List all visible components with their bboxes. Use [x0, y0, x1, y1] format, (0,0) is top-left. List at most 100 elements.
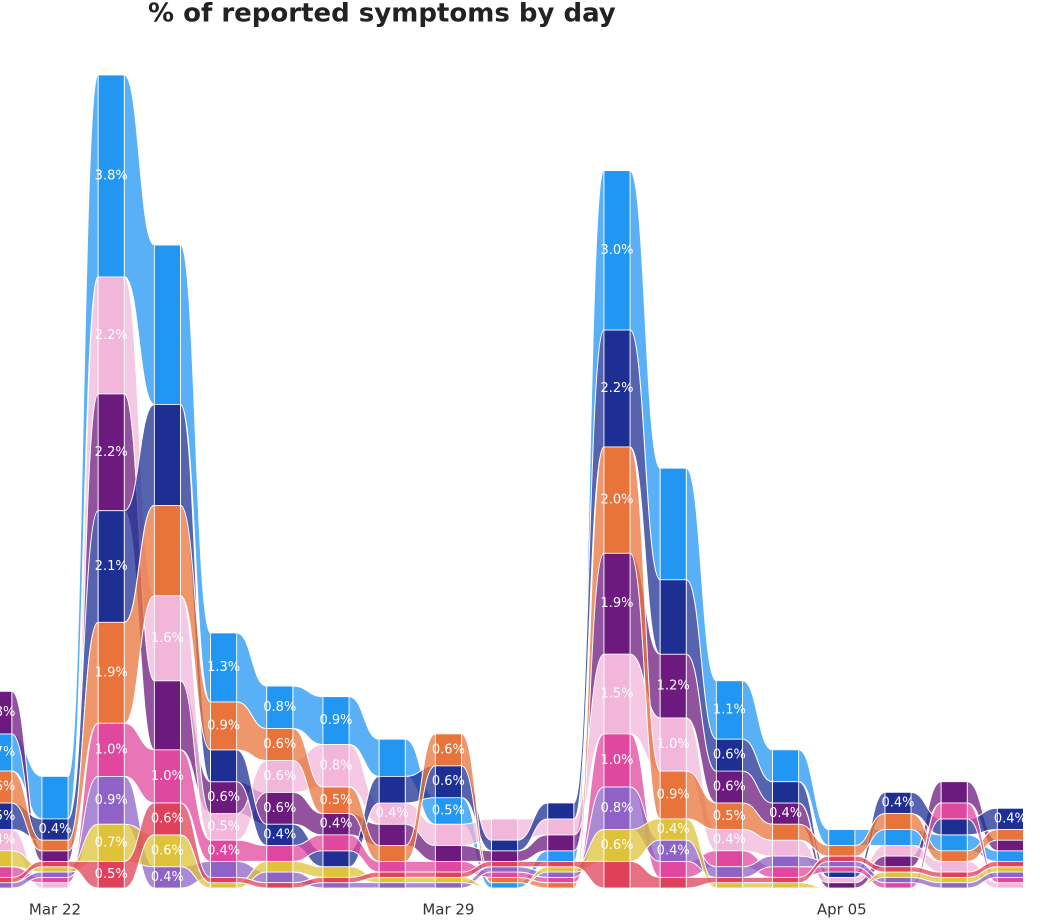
bar-segment [0, 733, 13, 772]
bar-segment [828, 876, 856, 884]
data-label: 0.9% [657, 788, 690, 803]
x-tick-label: Mar 29 [422, 901, 474, 919]
bar-segment [547, 866, 575, 873]
bar-segment [322, 876, 350, 884]
bar-segment [997, 882, 1024, 889]
bar-segment [940, 781, 968, 804]
data-label: 0.8% [263, 700, 296, 715]
bar-segment [997, 876, 1024, 884]
bar-segment [828, 845, 856, 857]
data-label: 0.6% [263, 737, 296, 752]
bar-segment [997, 871, 1024, 878]
bar-segment [603, 170, 631, 331]
data-label: 1.9% [95, 665, 128, 680]
chart-title: % of reported symptoms by day [148, 0, 616, 29]
data-label: 0.4% [713, 833, 746, 848]
bar-segment [884, 845, 912, 857]
bar-segment [434, 733, 462, 767]
bar-segment [940, 861, 968, 873]
data-label: 0.4% [207, 843, 240, 858]
bar-segment [378, 861, 406, 873]
data-label: 1.0% [657, 737, 690, 752]
bar-segment [997, 839, 1024, 852]
data-label: 0.6% [713, 748, 746, 763]
bar-segment [603, 786, 631, 830]
bar-segment [266, 760, 294, 793]
bar-segment [378, 876, 406, 884]
bar-segment [940, 834, 968, 852]
data-label: 2.0% [600, 493, 633, 508]
data-label: 0.8% [319, 758, 352, 773]
data-label: 1.0% [95, 742, 128, 757]
bar-segment [41, 850, 69, 862]
bar-segment [940, 882, 968, 889]
bar-segment [828, 861, 856, 868]
bar-segment [491, 861, 519, 868]
bar-segment [210, 701, 238, 751]
bar-segment [153, 680, 181, 751]
bar-segment [547, 876, 575, 884]
bar-segment [210, 813, 238, 841]
bar-segment [97, 621, 125, 724]
data-label: 2.1% [95, 559, 128, 574]
ribbons [11, 74, 998, 889]
data-label: 1.1% [713, 702, 746, 717]
bar-segment [491, 839, 519, 852]
bar-segment [884, 876, 912, 884]
x-tick-label: Apr 05 [817, 901, 867, 919]
data-label: 2.2% [95, 445, 128, 460]
data-label: 0.4% [657, 822, 690, 837]
bar-segment [153, 244, 181, 405]
ribbon [348, 882, 380, 889]
bar-segment [828, 829, 856, 846]
bar-segment [97, 823, 125, 862]
data-label: 2.2% [600, 381, 633, 396]
data-label: 3.8% [95, 168, 128, 183]
bar-segment [659, 876, 687, 889]
bar-segment [940, 871, 968, 878]
bar-segment [97, 776, 125, 825]
bar-segment [716, 738, 743, 772]
bar-segment [153, 749, 181, 804]
data-label: 0.5% [432, 803, 465, 818]
bar-segment [716, 802, 743, 830]
data-label: 0.6% [151, 843, 184, 858]
bar-segment [97, 276, 125, 395]
bar-segment [547, 834, 575, 852]
bar-segment [884, 882, 912, 889]
data-label: 1.2% [657, 679, 690, 694]
data-label: 1.5% [600, 687, 633, 702]
bar-segment [210, 781, 238, 815]
bar-segment [940, 876, 968, 884]
bar-segment [266, 685, 294, 729]
bar-segment [434, 861, 462, 873]
bar-segment [547, 818, 575, 836]
bar-segment [772, 839, 799, 857]
data-label: 0.6% [207, 790, 240, 805]
bar-segment [940, 818, 968, 836]
bar-segment [97, 510, 125, 623]
bar-segment [322, 850, 350, 868]
bar-segment [772, 876, 799, 884]
bar-segment [940, 850, 968, 862]
bar-segment [772, 823, 799, 841]
bar-segment [322, 866, 350, 878]
data-label: 3.0% [600, 243, 633, 258]
data-label: 0.4% [151, 870, 184, 885]
bar-segment [547, 861, 575, 868]
data-label: 1.3% [207, 660, 240, 675]
bar-segment [0, 876, 13, 884]
data-label: 0.6% [432, 742, 465, 757]
bar-segment [153, 834, 181, 868]
bar-segment [659, 861, 687, 878]
data-label: 0.4% [319, 817, 352, 832]
bar-segment [0, 850, 13, 868]
ribbon [404, 882, 436, 889]
bar-segment [378, 882, 406, 889]
bar-segment [491, 818, 519, 841]
bar-segment [716, 850, 743, 868]
bar-segment [884, 855, 912, 868]
bar-segment [491, 866, 519, 873]
bar-segment [603, 861, 631, 889]
